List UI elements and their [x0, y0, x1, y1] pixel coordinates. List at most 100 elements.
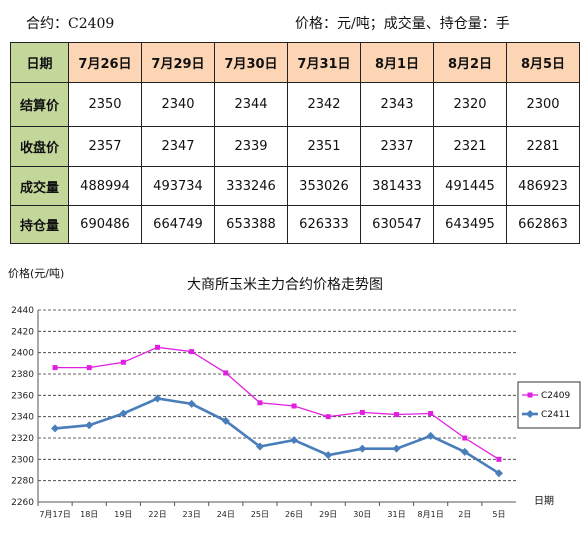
chart-y-tick-label: 2380: [11, 370, 34, 380]
data-point: [462, 435, 468, 441]
chart-x-tick-label: 30日: [353, 510, 371, 519]
chart-y-axis-label: 价格(元/吨): [8, 266, 64, 280]
legend-label: C2411: [541, 410, 570, 420]
chart-x-axis-label: 日期: [534, 495, 554, 507]
data-point: [189, 349, 195, 355]
chart-y-tick-label: 2320: [11, 434, 34, 444]
table-cell: 2347: [141, 126, 215, 167]
table-date-header: 7月26日: [68, 42, 142, 83]
data-point: [291, 403, 297, 409]
table-corner-cell: 日期: [10, 42, 69, 83]
table-cell: 690486: [68, 205, 142, 244]
legend-marker: [527, 392, 533, 398]
chart-y-tick-label: 2340: [11, 413, 34, 423]
chart-x-tick-label: 19日: [114, 510, 132, 519]
data-point: [324, 451, 333, 460]
chart-x-ticks: 7月17日 18日 19日 22日 23日 24日 25日 26日 29日 30日 31日 8月1日 2…: [37, 502, 505, 519]
table-date-header: 8月2日: [433, 42, 507, 83]
table-date-header: 7月30日: [214, 42, 288, 83]
chart-x-tick-label: 2日: [458, 510, 471, 519]
table-row-label: 持仓量: [10, 205, 69, 244]
chart-y-tick-label: 2400: [11, 349, 34, 359]
data-point: [359, 409, 365, 415]
price-trend-chart: 价格(元/吨) 大商所玉米主力合约价格走势图 22602280230023202…: [8, 266, 581, 519]
chart-x-tick-label: 8月1日: [418, 510, 444, 519]
chart-series: [51, 344, 503, 478]
data-point: [52, 365, 58, 371]
table-cell: 653388: [214, 205, 288, 244]
table-date-header: 7月31日: [287, 42, 361, 83]
data-point: [257, 400, 263, 406]
chart-y-tick-label: 2360: [11, 391, 34, 401]
data-point: [155, 344, 160, 350]
table-row: 持仓量 690486 664749 653388 626333 630547 643495 6…: [10, 205, 580, 244]
table-cell: 2340: [141, 82, 215, 127]
chart-y-tick-label: 2420: [11, 327, 34, 337]
data-point: [85, 421, 94, 430]
table-date-header: 8月5日: [506, 42, 580, 83]
chart-x-tick-label: 5日: [492, 510, 505, 519]
table-cell: 381433: [360, 166, 434, 206]
data-point: [358, 444, 367, 453]
table-cell: 630547: [360, 205, 434, 244]
chart-x-tick-label: 29日: [319, 510, 337, 519]
table-cell: 486923: [506, 166, 580, 206]
data-point: [394, 412, 399, 418]
table-cell: 2351: [287, 126, 361, 167]
data-point: [187, 399, 196, 408]
data-point: [460, 447, 469, 456]
chart-x-tick-label: 7月17日: [39, 510, 70, 519]
data-point: [120, 359, 126, 365]
data-point: [494, 469, 503, 478]
table-cell: 491445: [433, 166, 507, 206]
table-cell: 626333: [287, 205, 361, 244]
chart-x-tick-label: 23日: [183, 510, 201, 519]
data-point: [392, 444, 401, 453]
table-cell: 2300: [506, 82, 580, 127]
data-point: [221, 416, 230, 425]
table-body: 结算价 2350 2340 2344 2342 2343 2320 2300 收盘价 2357 23…: [10, 82, 580, 244]
table-cell: 493734: [141, 166, 215, 206]
table-cell: 2350: [68, 82, 142, 127]
table-date-header: 8月1日: [360, 42, 434, 83]
price-table: 日期 7月26日 7月29日 7月30日 7月31日 8月1日 8月2日 8月5日 结算价 2…: [10, 42, 580, 244]
chart-x-tick-label: 25日: [251, 510, 269, 519]
report-header: 合约：C2409 价格：元/吨；成交量、持仓量：手: [10, 4, 580, 38]
series-line-c2409: [55, 346, 500, 460]
data-point: [496, 456, 502, 462]
data-point: [223, 370, 229, 376]
table-cell: 2357: [68, 126, 142, 167]
table-header-row: 日期 7月26日 7月29日 7月30日 7月31日 8月1日 8月2日 8月5日: [10, 42, 580, 83]
data-point: [86, 365, 92, 371]
units-label: 价格：元/吨；成交量、持仓量：手: [295, 16, 510, 32]
data-point: [119, 409, 128, 418]
data-point: [255, 442, 264, 451]
contract-label: 合约：C2409: [26, 16, 115, 32]
data-point: [428, 410, 434, 416]
chart-x-tick-label: 26日: [285, 510, 303, 519]
table-row: 结算价 2350 2340 2344 2342 2343 2320 2300: [10, 82, 580, 127]
chart-y-tick-label: 2440: [11, 306, 34, 316]
chart-y-tick-label: 2300: [11, 455, 34, 465]
chart-x-tick-label: 18日: [80, 510, 98, 519]
data-point: [290, 436, 299, 445]
table-cell: 2344: [214, 82, 288, 127]
chart-title: 大商所玉米主力合约价格走势图: [187, 277, 383, 293]
data-point: [426, 431, 435, 440]
data-point: [153, 394, 162, 403]
legend-box: [517, 381, 581, 429]
table-cell: 2337: [360, 126, 434, 167]
table-row-label: 成交量: [10, 166, 69, 206]
legend-label: C2409: [541, 391, 570, 401]
chart-gridlines: [37, 309, 516, 503]
table-cell: 2281: [506, 126, 580, 167]
table-row: 收盘价 2357 2347 2339 2351 2337 2321 2281: [10, 126, 580, 167]
legend-marker: [526, 410, 534, 418]
table-cell: 488994: [68, 166, 142, 206]
table-cell: 2320: [433, 82, 507, 127]
chart-x-tick-label: 22日: [148, 510, 166, 519]
data-point: [51, 424, 60, 433]
table-row-label: 收盘价: [10, 126, 69, 167]
table-cell: 2343: [360, 82, 434, 127]
table-cell: 662863: [506, 205, 580, 244]
